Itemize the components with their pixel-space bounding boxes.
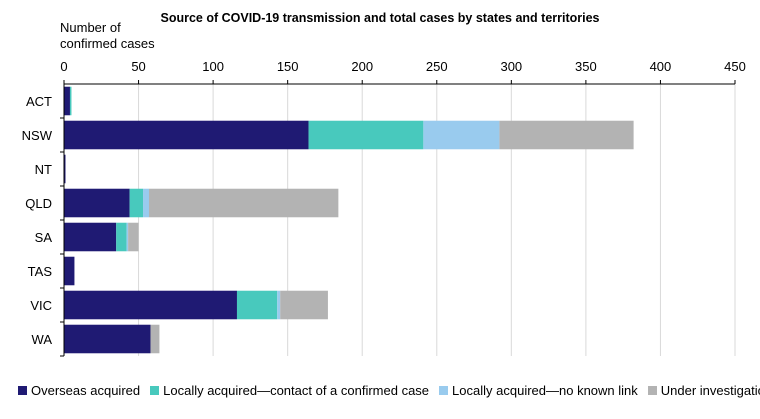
- x-tick-label: 350: [575, 59, 597, 74]
- legend-swatch: [150, 386, 160, 395]
- category-label: TAS: [28, 264, 53, 279]
- y-axis-label-line-2: confirmed cases: [60, 36, 155, 51]
- legend-swatch: [439, 386, 449, 395]
- bar-qld-locally-acquired-contact-of-a-confirmed-case: [129, 188, 144, 218]
- legend-item: Overseas acquired: [18, 383, 140, 398]
- category-label: NT: [35, 162, 52, 177]
- legend-swatch: [647, 386, 657, 395]
- x-tick-label: 400: [650, 59, 672, 74]
- bar-tas-overseas-acquired: [64, 256, 75, 286]
- legend-item: Locally acquired—no known link: [439, 383, 638, 398]
- y-axis-label-line-1: Number of: [60, 20, 121, 35]
- category-label: NSW: [22, 128, 53, 143]
- bar-nsw-locally-acquired-no-known-link: [423, 120, 500, 150]
- bar-vic-locally-acquired-no-known-link: [277, 290, 281, 320]
- x-tick-label: 150: [277, 59, 299, 74]
- legend-label: Locally acquired—no known link: [452, 383, 638, 398]
- bar-nsw-overseas-acquired: [64, 120, 309, 150]
- bar-qld-under-investigation: [148, 188, 339, 218]
- bar-qld-locally-acquired-no-known-link: [143, 188, 149, 218]
- bar-nsw-under-investigation: [499, 120, 634, 150]
- x-tick-label: 250: [426, 59, 448, 74]
- category-label: QLD: [25, 196, 52, 211]
- x-tick-label: 200: [351, 59, 373, 74]
- bar-nsw-locally-acquired-contact-of-a-confirmed-case: [308, 120, 424, 150]
- category-label: WA: [32, 332, 53, 347]
- bar-act-overseas-acquired: [64, 86, 70, 116]
- x-tick-label: 300: [500, 59, 522, 74]
- legend: Overseas acquired Locally acquired—contac…: [18, 383, 760, 398]
- legend-item: Under investigation: [647, 383, 760, 398]
- bar-sa-under-investigation: [128, 222, 139, 252]
- legend-label: Overseas acquired: [31, 383, 141, 398]
- x-axis-ticks: 0 50 100 150 200 250 300 350 400 450: [60, 59, 746, 84]
- chart-title: Source of COVID-19 transmission and tota…: [160, 11, 599, 25]
- bar-vic-under-investigation: [280, 290, 328, 320]
- category-label: VIC: [30, 298, 52, 313]
- legend-label: Under investigation: [660, 383, 760, 398]
- bar-sa-locally-acquired-contact-of-a-confirmed-case: [116, 222, 127, 252]
- x-tick-label: 50: [131, 59, 145, 74]
- bars: [60, 86, 634, 357]
- bar-sa-overseas-acquired: [64, 222, 117, 252]
- bar-vic-overseas-acquired: [64, 290, 237, 320]
- x-tick-label: 0: [60, 59, 67, 74]
- bar-sa-locally-acquired-no-known-link: [126, 222, 129, 252]
- category-label: ACT: [26, 94, 52, 109]
- bar-nt-overseas-acquired: [64, 154, 66, 184]
- bar-wa-under-investigation: [150, 324, 160, 354]
- legend-swatch: [18, 386, 27, 395]
- legend-label: Locally acquired—contact of a confirmed …: [163, 383, 430, 398]
- x-tick-label: 100: [202, 59, 224, 74]
- bar-vic-locally-acquired-contact-of-a-confirmed-case: [236, 290, 278, 320]
- bar-wa-overseas-acquired: [64, 324, 151, 354]
- category-labels: ACT NSW NT QLD SA TAS VIC WA: [22, 94, 53, 347]
- bar-qld-overseas-acquired: [64, 188, 130, 218]
- category-label: SA: [35, 230, 53, 245]
- x-tick-label: 450: [724, 59, 746, 74]
- legend-item: Locally acquired—contact of a confirmed …: [150, 383, 429, 398]
- bar-act-locally-acquired-contact-of-a-confirmed-case: [69, 86, 72, 116]
